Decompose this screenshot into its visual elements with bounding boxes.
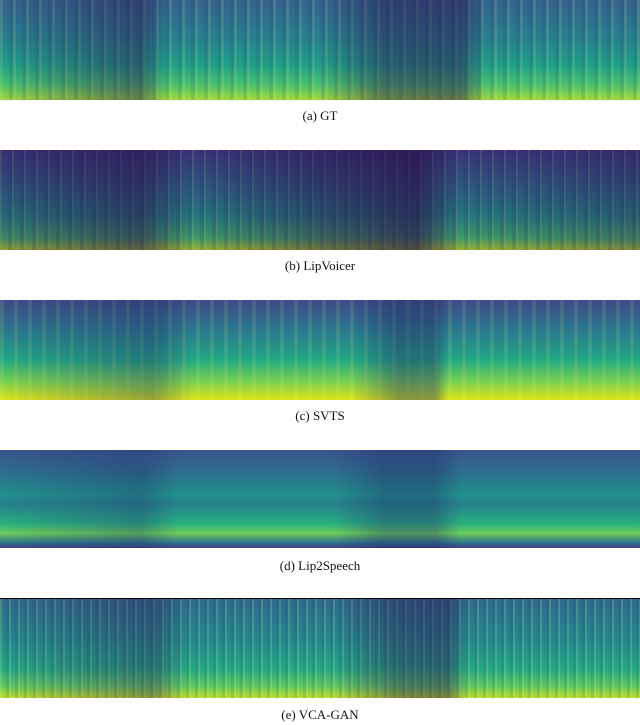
caption: (a) GT (302, 108, 338, 123)
spectrogram (0, 150, 640, 250)
caption: (b) LipVoicer (284, 258, 356, 273)
spectrogram (0, 300, 640, 400)
caption: (d) Lip2Speech (279, 558, 361, 573)
spectrogram (0, 450, 640, 548)
caption: (e) VCA-GAN (281, 707, 359, 722)
spectrogram (0, 598, 640, 698)
spectrogram (0, 0, 640, 100)
caption: (c) SVTS (295, 408, 345, 423)
